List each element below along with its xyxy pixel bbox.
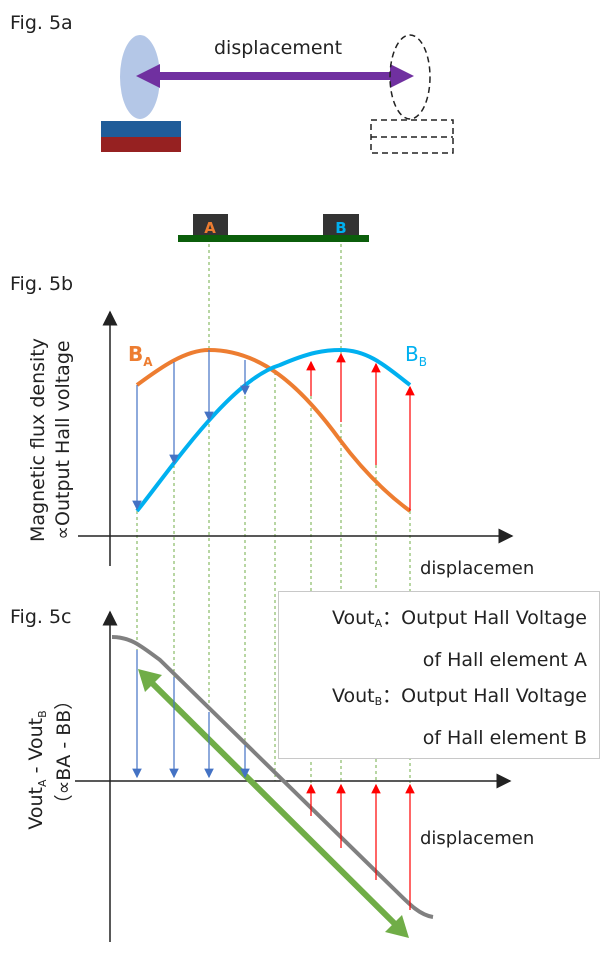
hall-element-a — [193, 214, 228, 236]
moved-magnet-ellipse — [389, 34, 431, 120]
magnet-north — [101, 121, 181, 137]
fig5b-xlabel: displacemen — [420, 558, 534, 579]
legend-entry-a-line2: of Hall element A — [422, 649, 587, 671]
legend-box: VoutA：Output Hall Voltage of Hall elemen… — [278, 591, 600, 759]
fig5c-xlabel: displacemen — [420, 828, 534, 849]
fig5b-label: Fig. 5b — [10, 273, 73, 295]
curve-bb — [135, 347, 412, 513]
fig5b-difference-arrows — [132, 350, 415, 511]
label-a: A — [204, 219, 216, 237]
fig5c-difference-arrows — [132, 650, 415, 910]
series-b-label: BB — [405, 342, 427, 369]
displacement-label: displacement — [214, 37, 342, 59]
fig5a-label: Fig. 5a — [10, 12, 73, 34]
hall-element-b — [323, 214, 359, 236]
fig5c-ylabel-1: VoutA - VoutB — [25, 710, 49, 829]
fig5b-ylabel-1: Magnetic flux density — [27, 338, 49, 542]
legend-entry-b-line2: of Hall element B — [422, 727, 587, 749]
pcb-board — [178, 235, 369, 242]
magnet-south — [101, 137, 181, 152]
series-a-label: BA — [128, 342, 153, 369]
curve-ba — [135, 347, 412, 513]
difference-curve — [111, 635, 434, 919]
linear-range-arrow — [138, 669, 409, 938]
legend-entry-a: VoutA：Output Hall Voltage — [331, 607, 587, 630]
fig5c-label: Fig. 5c — [10, 606, 72, 628]
label-b: B — [335, 219, 346, 237]
displacement-arrow — [136, 64, 414, 88]
legend-entry-b: VoutB：Output Hall Voltage — [331, 685, 587, 708]
fig5c-ylabel-2: （∝BA - BB） — [53, 691, 75, 814]
fig5b-ylabel-2: ∝Output Hall voltage — [52, 340, 74, 539]
